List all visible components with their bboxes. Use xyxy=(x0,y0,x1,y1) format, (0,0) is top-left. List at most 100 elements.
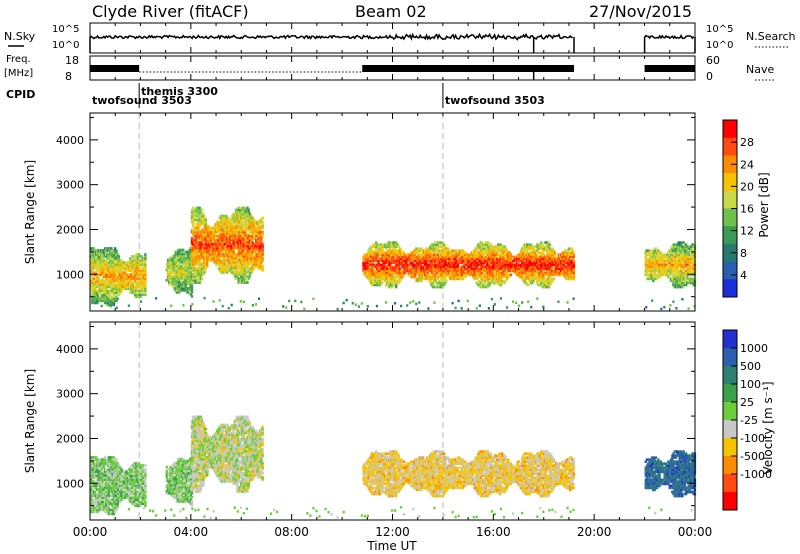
power-region-3-cell xyxy=(386,261,389,265)
power-region-3-cell xyxy=(542,279,545,283)
power-region-2-cell xyxy=(229,271,233,274)
power-region-0-cell xyxy=(93,295,97,299)
power-region-2-cell xyxy=(229,218,233,222)
power-region-3-cell xyxy=(537,259,540,263)
power-region-2-cell xyxy=(241,216,244,220)
power-region-2-cell xyxy=(195,244,199,248)
power-region-3-cell xyxy=(378,271,381,275)
power-ground-cell xyxy=(521,301,524,304)
power-region-3-cell xyxy=(547,283,550,287)
power-region-0-cell xyxy=(125,279,128,282)
power-region-3-cell xyxy=(372,253,375,256)
power-region-2-cell xyxy=(243,277,247,280)
power-region-3-cell xyxy=(435,281,438,285)
power-region-0-cell xyxy=(127,267,131,270)
power-ground-cell xyxy=(572,297,575,300)
power-region-0-cell xyxy=(119,291,122,295)
power-region-2-cell xyxy=(217,253,220,256)
power-region-3-cell xyxy=(388,261,392,265)
power-region-0-cell xyxy=(112,259,116,262)
power-region-3-cell xyxy=(454,257,457,261)
power-region-2-cell xyxy=(260,263,263,266)
power-region-2-cell xyxy=(228,269,231,272)
power-region-3-cell xyxy=(376,271,379,275)
power-region-3-cell xyxy=(430,261,433,265)
power-region-3-cell xyxy=(499,249,502,252)
power-region-3-cell xyxy=(391,259,394,263)
power-region-0-cell xyxy=(105,253,108,256)
power-region-3-cell xyxy=(369,275,373,279)
power-region-2-cell xyxy=(195,224,199,228)
power-region-3-cell xyxy=(560,255,563,259)
power-region-3-cell xyxy=(494,255,497,259)
power-region-3-cell xyxy=(377,251,380,254)
power-region-3-cell xyxy=(560,253,563,256)
power-region-0-cell xyxy=(90,287,93,291)
power-region-3-cell xyxy=(518,259,521,263)
power-region-3-cell xyxy=(466,263,470,267)
power-region-3-cell xyxy=(445,253,448,256)
power-region-3-cell xyxy=(532,275,535,279)
power-region-4-cell xyxy=(659,251,663,254)
power-region-2-cell xyxy=(258,255,262,258)
power-region-0-cell xyxy=(115,275,118,278)
power-region-2-cell xyxy=(228,220,231,224)
power-region-4-cell xyxy=(655,265,659,269)
power-region-0-cell xyxy=(96,267,99,270)
power-region-2-cell xyxy=(234,230,238,234)
power-region-3-cell xyxy=(524,243,528,246)
power-region-3-cell xyxy=(397,267,400,271)
power-region-0-cell xyxy=(113,273,117,276)
power-region-3-cell xyxy=(463,261,466,265)
power-region-1-cell xyxy=(169,264,172,268)
power-region-2-cell xyxy=(255,242,258,246)
power-region-3-cell xyxy=(475,255,479,259)
power-region-2-cell xyxy=(207,238,210,242)
power-region-2-cell xyxy=(258,249,262,252)
power-region-3-cell xyxy=(470,259,473,263)
power-region-3-cell xyxy=(500,257,504,261)
power-region-3-cell xyxy=(376,277,379,281)
power-region-3-cell xyxy=(470,269,473,273)
power-region-3-cell xyxy=(417,271,421,275)
power-region-0-cell xyxy=(96,285,99,289)
power-region-3-cell xyxy=(552,249,555,252)
power-region-2-cell xyxy=(217,222,220,226)
power-region-3-cell xyxy=(543,257,547,261)
power-region-3-cell xyxy=(500,271,504,275)
power-region-3-cell xyxy=(435,275,438,279)
power-region-2-cell xyxy=(216,222,219,226)
power-region-2-cell xyxy=(193,249,196,252)
power-region-3-cell xyxy=(557,265,560,269)
power-region-3-cell xyxy=(363,259,366,263)
power-region-3-cell xyxy=(505,251,509,254)
power-region-3-cell xyxy=(552,263,555,267)
power-region-3-cell xyxy=(512,259,515,263)
power-region-3-cell xyxy=(395,253,398,256)
power-region-2-cell xyxy=(258,246,262,250)
power-region-1-cell xyxy=(187,254,190,258)
power-region-3-cell xyxy=(537,273,540,277)
power-region-4-cell xyxy=(649,253,652,256)
power-region-3-cell xyxy=(490,265,494,269)
power-region-3-cell xyxy=(505,265,509,269)
power-region-0-cell xyxy=(134,279,137,282)
power-region-2-cell xyxy=(257,267,260,270)
power-region-3-cell xyxy=(560,271,563,275)
power-region-2-cell xyxy=(204,246,208,250)
power-region-2-cell xyxy=(258,238,262,242)
power-region-0-cell xyxy=(95,277,98,280)
power-region-2-cell xyxy=(203,226,206,230)
power-region-3-cell xyxy=(466,269,470,273)
power-region-0-cell xyxy=(96,263,99,266)
power-region-2-cell xyxy=(232,224,235,228)
power-region-2-cell xyxy=(198,277,201,280)
power-region-2-cell xyxy=(222,220,225,224)
power-region-3-cell xyxy=(374,271,378,275)
power-region-2-cell xyxy=(223,263,226,266)
power-region-3-cell xyxy=(366,253,369,256)
power-region-2-cell xyxy=(200,269,204,272)
power-region-3-cell xyxy=(470,251,473,254)
power-region-3-cell xyxy=(490,273,494,277)
power-region-2-cell xyxy=(252,255,255,258)
